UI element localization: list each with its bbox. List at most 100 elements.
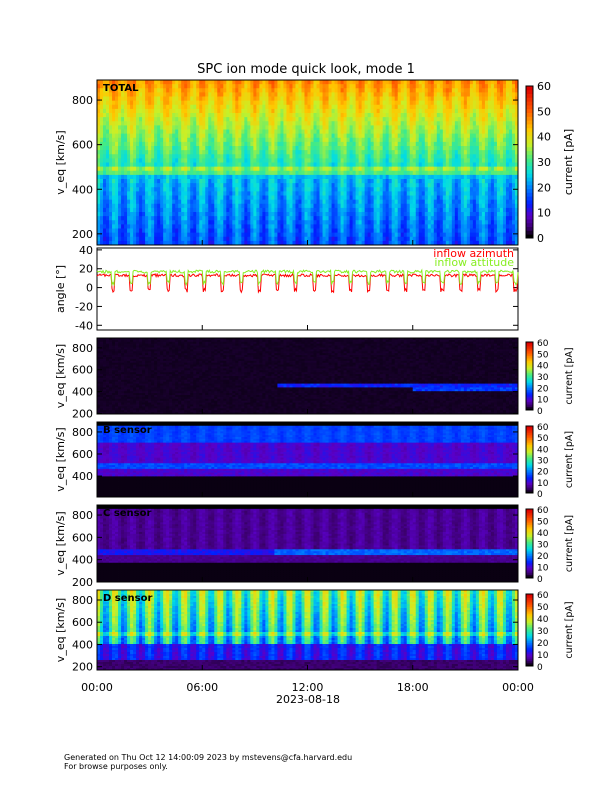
heatmap-cell (208, 196, 211, 201)
heatmap-cell (380, 220, 383, 225)
heatmap-cell (103, 224, 106, 229)
heatmap-cell (136, 175, 139, 180)
heatmap-cell (323, 163, 326, 168)
heatmap-cell (286, 187, 289, 192)
heatmap-cell (100, 121, 103, 126)
heatmap-cell (377, 150, 380, 155)
heatmap-cell (398, 233, 401, 238)
heatmap-cell (142, 146, 145, 151)
heatmap-cell (250, 125, 253, 130)
heatmap-cell (109, 183, 112, 188)
heatmap-cell (229, 200, 232, 205)
heatmap-cell (425, 154, 428, 159)
heatmap-cell (259, 163, 262, 168)
heatmap-cell (344, 224, 347, 229)
heatmap-cell (283, 208, 286, 213)
heatmap-cell (112, 229, 115, 234)
heatmap-cell (286, 216, 289, 221)
heatmap-cell (238, 224, 241, 229)
heatmap-cell (452, 117, 455, 122)
heatmap-cell (268, 109, 271, 114)
heatmap-cell (265, 208, 268, 213)
heatmap-cell (377, 138, 380, 143)
heatmap-cell (308, 130, 311, 135)
heatmap-cell (247, 146, 250, 151)
heatmap-cell (271, 208, 274, 213)
heatmap-cell (440, 220, 443, 225)
heatmap-cell (97, 196, 100, 201)
heatmap-cell (172, 117, 175, 122)
heatmap-cell (470, 154, 473, 159)
heatmap-cell (232, 84, 235, 89)
heatmap-cell (271, 212, 274, 217)
heatmap-cell (109, 97, 112, 102)
heatmap-cell (178, 88, 181, 93)
heatmap-cell (329, 233, 332, 238)
heatmap-cell (314, 97, 317, 102)
heatmap-cell (118, 183, 121, 188)
heatmap-cell (304, 138, 307, 143)
heatmap-cell (359, 138, 362, 143)
heatmap-cell (464, 220, 467, 225)
heatmap-cell (112, 146, 115, 151)
heatmap-cell (112, 125, 115, 130)
heatmap-cell (199, 84, 202, 89)
heatmap-cell (229, 233, 232, 238)
heatmap-cell (190, 204, 193, 209)
heatmap-cell (377, 224, 380, 229)
heatmap-cell (320, 224, 323, 229)
heatmap-cell (130, 183, 133, 188)
heatmap-cell (232, 113, 235, 118)
heatmap-cell (452, 150, 455, 155)
heatmap-cell (347, 125, 350, 130)
heatmap-cell (277, 175, 280, 180)
heatmap-cell (377, 187, 380, 192)
heatmap-cell (422, 150, 425, 155)
heatmap-cell (271, 224, 274, 229)
heatmap-cell (467, 109, 470, 114)
heatmap-cell (148, 187, 151, 192)
heatmap-cell (232, 121, 235, 126)
heatmap-cell (467, 167, 470, 172)
heatmap-cell (446, 208, 449, 213)
heatmap-cell (470, 88, 473, 93)
heatmap-cell (401, 158, 404, 163)
heatmap-cell (187, 117, 190, 122)
heatmap-cell (130, 101, 133, 106)
heatmap-cell (416, 109, 419, 114)
heatmap-cell (416, 212, 419, 217)
heatmap-cell (166, 134, 169, 139)
heatmap-cell (371, 92, 374, 97)
heatmap-cell (377, 88, 380, 93)
heatmap-cell (467, 163, 470, 168)
heatmap-cell (350, 229, 353, 234)
heatmap-cell (350, 134, 353, 139)
heatmap-cell (347, 92, 350, 97)
heatmap-cell (184, 92, 187, 97)
heatmap-cell (154, 146, 157, 151)
heatmap-cell (193, 92, 196, 97)
heatmap-cell (353, 216, 356, 221)
heatmap-cell (371, 134, 374, 139)
heatmap-cell (226, 171, 229, 176)
heatmap-cell (314, 138, 317, 143)
heatmap-cell (404, 183, 407, 188)
heatmap-cell (392, 187, 395, 192)
heatmap-cell (344, 237, 347, 242)
heatmap-cell (118, 117, 121, 122)
heatmap-cell (452, 146, 455, 151)
heatmap-cell (446, 121, 449, 126)
heatmap-cell (163, 142, 166, 147)
heatmap-cell (229, 134, 232, 139)
heatmap-cell (136, 237, 139, 242)
heatmap-cell (341, 216, 344, 221)
heatmap-cell (304, 163, 307, 168)
heatmap-cell (289, 150, 292, 155)
heatmap-cell (289, 121, 292, 126)
heatmap-cell (368, 80, 371, 85)
heatmap-cell (250, 187, 253, 192)
heatmap-cell (100, 171, 103, 176)
heatmap-cell (187, 142, 190, 147)
heatmap-cell (127, 167, 130, 172)
heatmap-cell (280, 171, 283, 176)
